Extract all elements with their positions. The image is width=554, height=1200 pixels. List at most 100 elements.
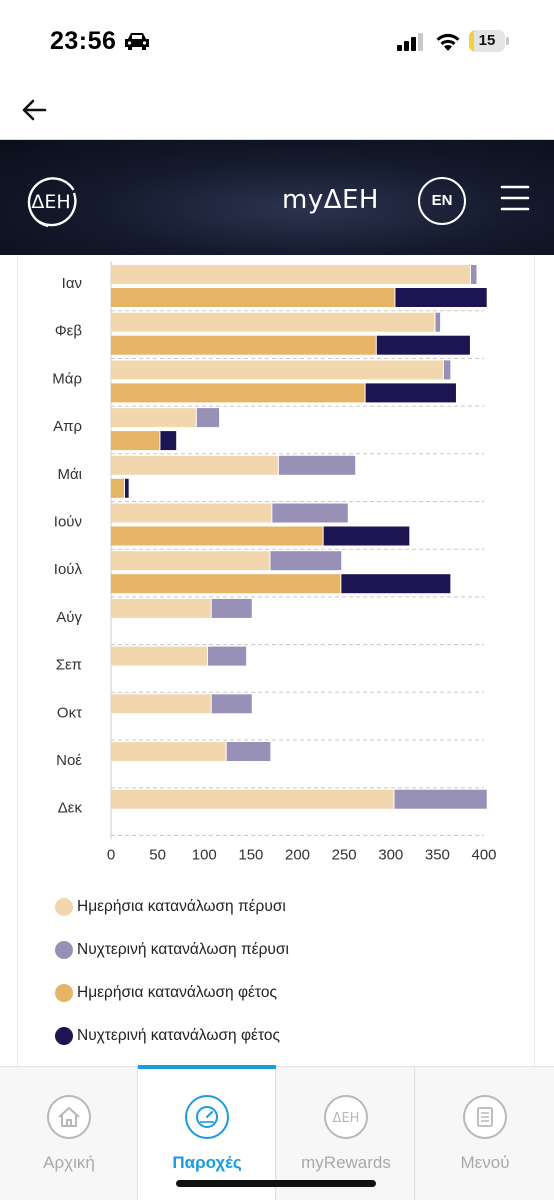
battery-icon: 15 <box>469 30 509 52</box>
app-header: ΔΕΗ myΔΕΗ EN <box>0 140 554 255</box>
bar-last_year-day <box>111 455 278 475</box>
bar-last_year-day <box>111 551 270 571</box>
bar-this_year-night <box>341 574 451 594</box>
x-tick-label: 50 <box>149 846 166 863</box>
tab-myrewards[interactable]: ΔΕΗ myRewards <box>277 1067 415 1200</box>
legend-swatch <box>55 1027 73 1045</box>
status-bar: 23:56 15 <box>0 0 554 84</box>
language-button[interactable]: EN <box>418 177 466 225</box>
bar-last_year-night <box>394 789 487 809</box>
list-icon <box>463 1095 507 1139</box>
bottom-tab-bar: Αρχική Παροχές ΔΕΗ myRewards Μενού <box>0 1065 554 1200</box>
legend-label: Ημερήσια κατανάλωση φέτος <box>77 984 277 1001</box>
tab-home[interactable]: Αρχική <box>0 1067 138 1200</box>
bar-last_year-night <box>270 551 342 571</box>
bar-last_year-night <box>211 598 252 618</box>
bar-last_year-day <box>111 408 196 428</box>
wifi-icon <box>436 33 460 51</box>
bar-this_year-night <box>124 478 129 498</box>
tab-menu[interactable]: Μενού <box>416 1067 554 1200</box>
svg-text:ΔΕΗ: ΔΕΗ <box>333 1111 360 1126</box>
category-label: Οκτ <box>57 704 82 721</box>
tab-label: Αρχική <box>43 1153 95 1172</box>
bar-last_year-day <box>111 312 435 332</box>
hamburger-icon[interactable] <box>500 183 530 213</box>
x-tick-label: 250 <box>332 846 357 863</box>
legend-label: Νυχτερινή κατανάλωση φέτος <box>77 1027 280 1044</box>
x-tick-label: 200 <box>285 846 310 863</box>
category-label: Ιαν <box>62 275 82 292</box>
bar-this_year-night <box>323 526 410 546</box>
x-tick-label: 300 <box>378 846 403 863</box>
bar-this_year-night <box>365 383 456 403</box>
legend-label: Νυχτερινή κατανάλωση πέρυσι <box>77 941 289 958</box>
bar-last_year-night <box>226 742 271 761</box>
consumption-chart-card: Ιαν Φεβ Μάρ Απρ Μάι Ιούν Ιούλ Αύγ Σεπ Οκτ Νοέ Δεκ 0 5… <box>17 255 535 1068</box>
bar-this_year-night <box>376 335 470 355</box>
x-tick-label: 100 <box>192 846 217 863</box>
category-label: Απρ <box>53 418 82 435</box>
logo-text: ΔΕΗ <box>31 191 70 213</box>
bar-this_year-day <box>111 431 160 451</box>
bar-this_year-day <box>111 574 341 594</box>
deh-logo[interactable]: ΔΕΗ <box>16 173 86 229</box>
bar-last_year-night <box>211 694 252 714</box>
battery-level: 15 <box>478 32 496 49</box>
content-area: Ιαν Φεβ Μάρ Απρ Μάι Ιούν Ιούλ Αύγ Σεπ Οκτ Νοέ Δεκ 0 5… <box>0 255 554 1068</box>
category-label: Δεκ <box>58 800 83 817</box>
category-label: Αύγ <box>56 609 82 626</box>
car-icon <box>125 33 149 50</box>
home-indicator <box>176 1180 376 1187</box>
bar-last_year-night <box>435 312 441 332</box>
bar-this_year-night <box>160 431 177 451</box>
bar-this_year-day <box>111 526 323 546</box>
bar-last_year-night <box>470 265 477 284</box>
bar-last_year-night <box>278 455 356 475</box>
legend-label: Ημερήσια κατανάλωση πέρυσι <box>77 898 286 915</box>
category-label: Μάρ <box>52 370 82 387</box>
bar-last_year-day <box>111 742 226 761</box>
signal-icon <box>397 33 423 51</box>
tab-label: myRewards <box>301 1153 391 1172</box>
category-label: Μάι <box>58 466 83 483</box>
app-title: myΔΕΗ <box>282 185 379 215</box>
status-time: 23:56 <box>50 27 117 55</box>
legend-swatch <box>55 941 73 959</box>
consumption-chart: Ιαν Φεβ Μάρ Απρ Μάι Ιούν Ιούλ Αύγ Σεπ Οκτ Νοέ Δεκ 0 5… <box>52 261 497 863</box>
bar-last_year-day <box>111 598 211 618</box>
bar-last_year-night <box>196 408 220 428</box>
tab-label: Παροχές <box>172 1153 242 1172</box>
active-tab-indicator <box>138 1065 276 1069</box>
bar-this_year-day <box>111 288 395 307</box>
bar-this_year-day <box>111 478 124 498</box>
bar-last_year-day <box>111 694 211 714</box>
meter-icon <box>185 1095 229 1139</box>
tab-label: Μενού <box>460 1153 510 1172</box>
category-label: Νοέ <box>56 752 82 769</box>
bar-last_year-day <box>111 789 394 809</box>
category-label: Φεβ <box>55 323 83 340</box>
arrow-left-icon[interactable] <box>20 96 48 124</box>
nav-row <box>0 84 554 140</box>
tab-services[interactable]: Παροχές <box>138 1065 276 1200</box>
x-tick-label: 150 <box>238 846 263 863</box>
x-tick-label: 400 <box>471 846 496 863</box>
legend-swatch <box>55 898 73 916</box>
x-tick-label: 350 <box>425 846 450 863</box>
category-label: Ιούλ <box>54 561 83 578</box>
bar-this_year-day <box>111 335 376 355</box>
category-label: Ιούν <box>54 514 82 531</box>
bar-last_year-day <box>111 646 207 666</box>
legend-swatch <box>55 984 73 1002</box>
x-tick-label: 0 <box>107 846 115 863</box>
category-label: Σεπ <box>56 657 82 674</box>
bar-last_year-day <box>111 265 470 284</box>
bar-this_year-night <box>395 288 487 307</box>
bar-last_year-night <box>443 360 451 380</box>
deh-logo-icon: ΔΕΗ <box>324 1095 368 1139</box>
bar-last_year-night <box>272 503 348 523</box>
bar-last_year-night <box>207 646 247 666</box>
bar-last_year-day <box>111 360 443 380</box>
bar-last_year-day <box>111 503 272 523</box>
home-icon <box>47 1095 91 1139</box>
